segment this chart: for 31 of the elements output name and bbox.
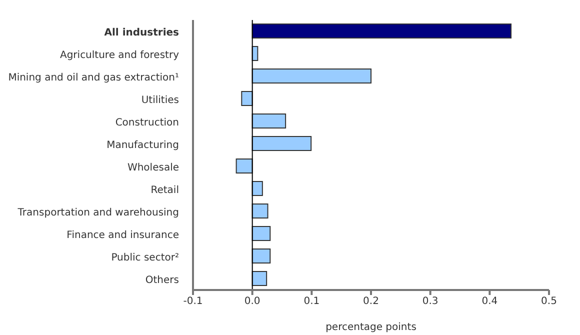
x-tick-label: 0.1 (304, 296, 320, 308)
bar (252, 136, 312, 151)
y-tick-label: Others (145, 274, 179, 286)
bar (236, 158, 253, 174)
x-tick-label: -0.1 (183, 296, 203, 308)
x-tick-label: 0.5 (541, 296, 557, 308)
y-tick-label: Manufacturing (106, 140, 179, 151)
x-tick-label: 0.2 (363, 296, 379, 308)
bar (252, 226, 271, 241)
bar (252, 181, 263, 196)
bar (252, 271, 268, 286)
bar (252, 24, 512, 38)
y-tick-label: Utilities (141, 94, 179, 106)
bar (252, 68, 372, 84)
bar (252, 204, 268, 218)
bar (252, 114, 286, 128)
x-axis-title: percentage points (326, 322, 416, 333)
x-tick-label: 0.0 (244, 296, 260, 308)
y-tick-label: Agriculture and forestry (60, 50, 180, 61)
y-tick-label: Mining and oil and gas extraction¹ (8, 72, 179, 84)
y-tick-label: Public sector² (111, 252, 179, 264)
y-tick-label: Retail (150, 184, 179, 196)
x-tick-label: 0.3 (422, 296, 438, 308)
y-tick-label: Wholesale (127, 162, 179, 174)
bar (252, 248, 271, 264)
y-tick-label: All industries (104, 27, 180, 38)
bar (241, 91, 253, 106)
y-tick-label: Transportation and warehousing (16, 207, 179, 218)
y-tick-label: Construction (115, 117, 179, 128)
y-tick-label: Finance and insurance (66, 230, 179, 241)
x-tick-label: 0.4 (482, 296, 498, 308)
